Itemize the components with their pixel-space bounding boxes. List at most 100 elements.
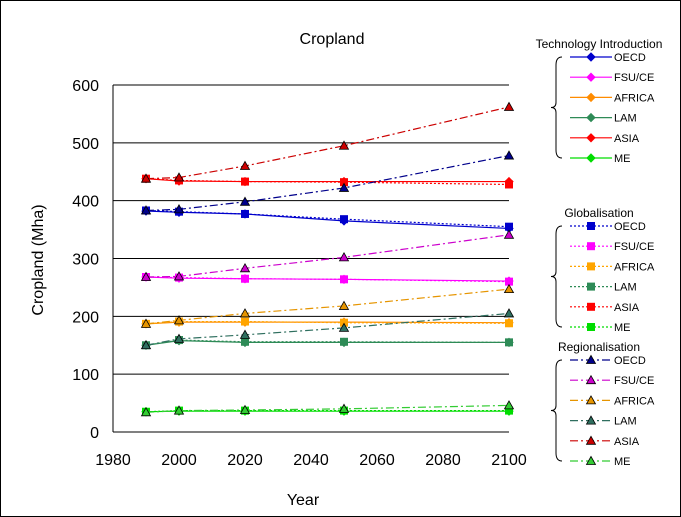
- series-technology-introduction-asia: [141, 173, 514, 187]
- y-tick-label: 100: [72, 367, 99, 384]
- y-tick-label: 400: [72, 194, 99, 211]
- legend-label: OECD: [614, 355, 646, 367]
- series-regionalisation-africa: [140, 283, 515, 328]
- data-point: [503, 283, 515, 294]
- legend-swatch-marker: [586, 72, 596, 82]
- data-point: [505, 338, 513, 347]
- legend-swatch-marker: [585, 395, 597, 405]
- legend-entry: ME: [570, 153, 631, 165]
- legend-label: ASIA: [614, 133, 640, 145]
- legend-swatch-marker: [586, 112, 596, 123]
- data-point: [140, 173, 152, 183]
- legend-label: ME: [614, 153, 631, 165]
- chart-title: Cropland: [300, 31, 365, 48]
- legend-entry: FSU/CE: [570, 374, 654, 387]
- data-point: [241, 177, 249, 186]
- legend-entry: ASIA: [570, 435, 640, 448]
- legend-entry: LAM: [570, 415, 637, 428]
- data-point: [340, 337, 348, 346]
- series-regionalisation-asia: [140, 101, 515, 183]
- data-point: [340, 275, 348, 284]
- series-line: [145, 178, 510, 186]
- data-point: [173, 172, 185, 182]
- legend-entry: AFRICA: [570, 261, 655, 273]
- data-point: [338, 403, 350, 413]
- y-tick-label: 500: [72, 136, 99, 153]
- data-point: [338, 252, 350, 262]
- legend-entry: LAM: [570, 113, 637, 125]
- legend-entry: AFRICA: [570, 92, 655, 104]
- legend-swatch-marker: [587, 262, 595, 271]
- series-regionalisation-fsu-ce: [140, 229, 515, 281]
- legend-group-title: Globalisation: [564, 206, 633, 220]
- legend-swatch-marker: [585, 435, 597, 445]
- legend-label: LAM: [614, 282, 637, 294]
- legend-label: ASIA: [614, 436, 640, 448]
- data-point: [505, 180, 513, 189]
- legend-entry: OECD: [570, 354, 646, 367]
- legend-swatch-marker: [585, 415, 597, 425]
- legend-group-title: Technology Introduction: [536, 37, 663, 51]
- data-point: [239, 308, 251, 318]
- legend-swatch-marker: [585, 455, 597, 465]
- series-regionalisation-me: [140, 400, 515, 417]
- y-axis-label: Cropland (Mha): [30, 204, 47, 315]
- legend-brace: [550, 225, 563, 328]
- y-tick-label: 200: [72, 309, 99, 326]
- data-point: [503, 308, 515, 318]
- x-tick-label: 2080: [425, 452, 461, 469]
- legend-swatch-marker: [585, 354, 597, 364]
- series-line: [145, 210, 510, 230]
- legend-swatch-marker: [586, 133, 596, 143]
- legend-entry: FSU/CE: [570, 72, 654, 84]
- x-tick-label: 2060: [359, 452, 395, 469]
- legend-swatch-marker: [586, 92, 596, 103]
- legend-entry: AFRICA: [570, 395, 655, 407]
- legend-brace: [550, 359, 563, 462]
- series-line: [145, 339, 510, 346]
- legend-entry: OECD: [570, 52, 646, 64]
- legend-entry: ASIA: [570, 133, 640, 145]
- series-technology-introduction-lam: [141, 335, 514, 350]
- data-point: [173, 315, 185, 325]
- data-point: [239, 404, 251, 414]
- series-line: [145, 154, 510, 212]
- legend-label: FSU/CE: [614, 241, 654, 253]
- series-globalisation-fsu-ce: [142, 273, 513, 286]
- data-point: [140, 407, 152, 417]
- legend-label: AFRICA: [614, 92, 655, 104]
- legend-entry: LAM: [570, 282, 637, 294]
- legend-brace: [550, 56, 563, 159]
- legend-entry: ME: [570, 455, 631, 468]
- data-point: [239, 329, 251, 339]
- legend-swatch-marker: [586, 52, 596, 62]
- legend-label: ME: [614, 456, 631, 468]
- legend-label: AFRICA: [614, 395, 655, 407]
- legend-entry: OECD: [570, 221, 646, 233]
- legend-entry: ASIA: [570, 302, 640, 314]
- data-point: [241, 274, 249, 283]
- y-tick-label: 600: [72, 78, 99, 95]
- series-regionalisation-lam: [140, 308, 515, 350]
- legend-swatch-marker: [587, 222, 595, 230]
- legend-swatch-marker: [585, 374, 597, 385]
- data-point: [503, 150, 515, 160]
- y-tick-label: 0: [90, 425, 99, 442]
- data-point: [503, 400, 515, 410]
- series-line: [145, 276, 510, 283]
- legend-label: OECD: [614, 52, 646, 64]
- legend-label: ASIA: [614, 302, 640, 314]
- legend-label: AFRICA: [614, 261, 655, 273]
- series-regionalisation-oecd: [140, 150, 515, 215]
- x-axis-label: Year: [287, 492, 320, 509]
- series-technology-introduction-oecd: [141, 206, 514, 234]
- data-point: [173, 405, 185, 415]
- data-point: [340, 215, 348, 224]
- series-line: [145, 410, 509, 413]
- legend-label: OECD: [614, 221, 646, 233]
- data-point: [338, 322, 350, 332]
- series-line: [145, 410, 509, 413]
